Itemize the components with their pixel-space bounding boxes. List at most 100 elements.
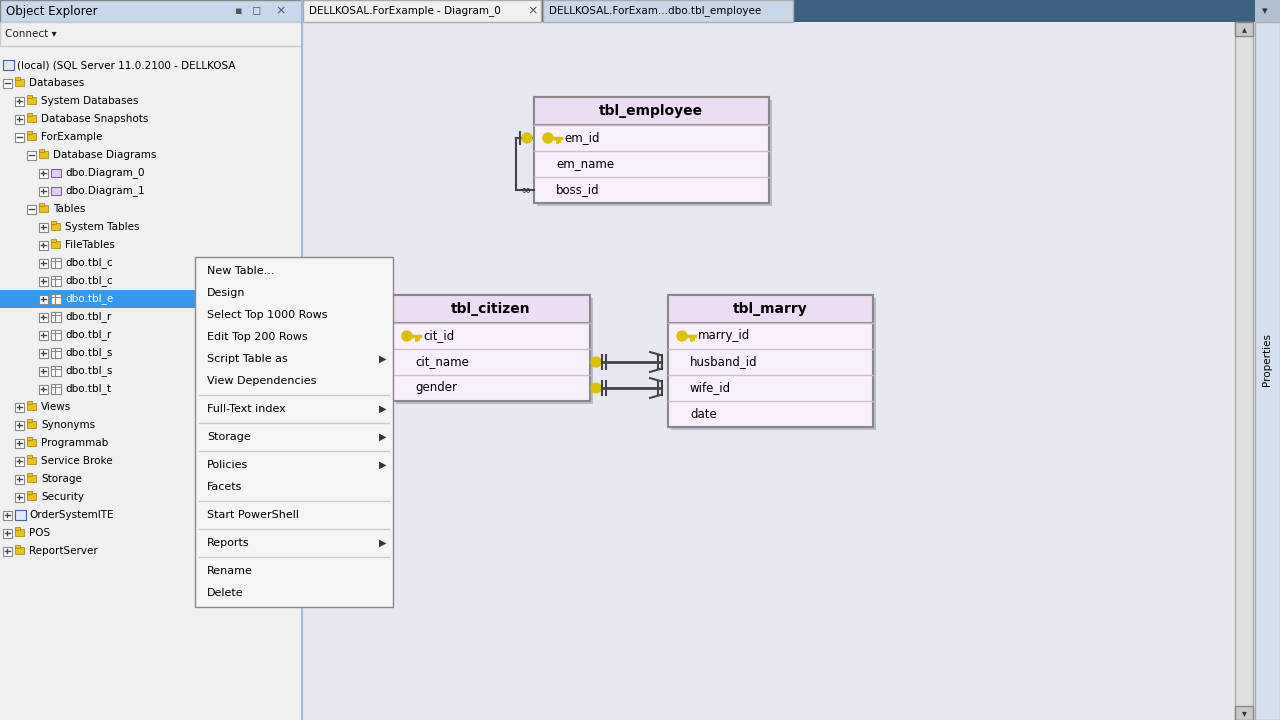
Bar [51,348,61,358]
Text: ▶: ▶ [379,460,387,470]
Text: Script Table as: Script Table as [207,354,288,364]
Text: Storage: Storage [207,432,251,442]
Bar [27,421,36,428]
Bar [27,115,36,122]
Bar [0,0,302,22]
Text: ▴: ▴ [1242,24,1247,34]
Text: Properties: Properties [1262,333,1272,387]
Text: cit_id: cit_id [422,330,454,343]
Text: dbo.Diagram_0: dbo.Diagram_0 [65,168,145,179]
Text: Object Explorer: Object Explorer [6,4,97,17]
Text: Design: Design [207,288,246,298]
Text: Synonyms: Synonyms [41,420,95,430]
Bar [27,133,36,140]
Bar [195,257,393,607]
Bar [38,241,49,250]
Text: ForExample: ForExample [41,132,102,142]
Circle shape [522,133,532,143]
Bar [534,97,769,125]
Bar [1254,0,1280,22]
Text: Security: Security [41,492,84,502]
Bar [27,113,32,116]
Bar [15,475,24,484]
Text: Service Broke: Service Broke [41,456,113,466]
Text: dbo.tbl_e: dbo.tbl_e [65,294,113,305]
Text: marry_id: marry_id [698,330,750,343]
Bar [393,295,590,401]
Bar [51,258,61,268]
Text: ▶: ▶ [379,432,387,442]
Text: dbo.tbl_r: dbo.tbl_r [65,312,111,323]
Bar [27,455,32,458]
Text: Databases: Databases [29,78,84,88]
Bar [51,384,61,394]
Bar [15,79,24,86]
Bar [3,547,12,556]
Bar [27,491,32,494]
Text: FileTables: FileTables [65,240,115,250]
Bar [27,457,36,464]
Bar [668,295,873,323]
Bar [38,203,44,206]
Text: dbo.tbl_c: dbo.tbl_c [65,276,113,287]
Bar [15,510,26,520]
Bar [534,97,769,203]
Bar [538,100,772,206]
Bar [27,475,36,482]
Bar [51,169,61,177]
Bar [51,241,60,248]
Bar [51,312,61,322]
Text: dbo.tbl_c: dbo.tbl_c [65,258,113,269]
Bar [15,421,24,430]
Text: System Databases: System Databases [41,96,138,106]
Bar [51,330,61,340]
Text: ×: × [275,4,285,17]
Text: POS: POS [29,528,50,538]
Bar [38,205,49,212]
Bar [38,277,49,286]
Bar [27,473,32,476]
Bar [51,366,61,376]
Text: Reports: Reports [207,538,250,548]
Circle shape [591,357,602,367]
Bar [1235,22,1253,36]
Bar [15,403,24,412]
Bar [38,295,49,304]
Text: Start PowerShell: Start PowerShell [207,510,300,520]
Bar [27,401,32,404]
Bar [668,295,873,427]
Bar [27,493,36,500]
Text: Database Diagrams: Database Diagrams [52,150,156,160]
Bar [27,97,36,104]
Bar [27,205,36,214]
Bar [303,0,541,22]
Bar [1254,22,1280,720]
Text: dbo.Diagram_1: dbo.Diagram_1 [65,186,145,197]
Bar [51,239,56,242]
Bar [38,223,49,232]
Bar [0,0,302,720]
Text: Edit Top 200 Rows: Edit Top 200 Rows [207,332,307,342]
Text: View Dependencies: View Dependencies [207,376,316,386]
Text: ×: × [527,4,538,17]
Circle shape [543,133,553,143]
Bar [27,419,32,422]
Text: gender: gender [415,382,457,395]
Bar [1235,22,1253,720]
Bar [303,0,1280,22]
Bar [3,60,14,70]
Bar [396,298,593,404]
Circle shape [591,383,602,393]
Bar [15,115,24,124]
Text: date: date [690,408,717,420]
Text: tbl_employee: tbl_employee [599,104,703,118]
Bar [3,79,12,88]
Text: ▶: ▶ [379,404,387,414]
Text: DELLKOSAL.ForExample - Diagram_0: DELLKOSAL.ForExample - Diagram_0 [308,6,500,17]
Bar [671,298,876,430]
Text: Views: Views [41,402,72,412]
Bar [51,223,60,230]
Text: tbl_marry: tbl_marry [732,302,808,316]
Bar [15,527,20,530]
Bar [27,131,32,134]
